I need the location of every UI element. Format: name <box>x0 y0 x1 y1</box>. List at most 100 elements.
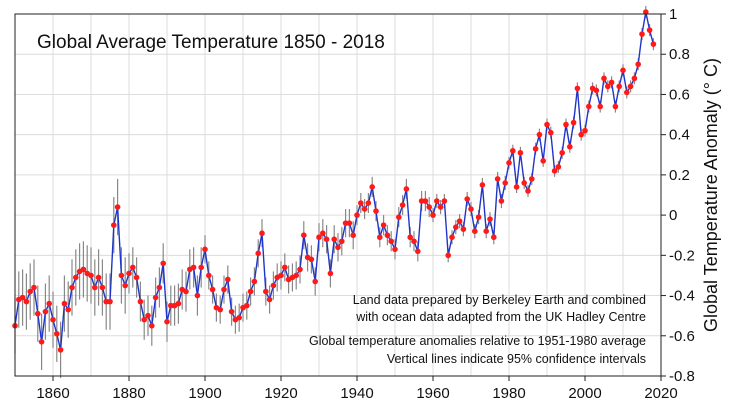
data-point <box>574 85 581 92</box>
data-point <box>388 238 395 245</box>
data-point <box>206 272 212 279</box>
data-point <box>635 61 641 68</box>
data-point <box>650 41 657 47</box>
y-tick-label: 0.6 <box>669 86 690 103</box>
data-point <box>631 75 638 82</box>
data-point <box>624 89 630 96</box>
x-tick-label: 1960 <box>416 385 449 400</box>
data-point <box>278 272 284 279</box>
data-point <box>532 145 539 152</box>
data-point <box>293 272 300 279</box>
data-point <box>149 322 155 329</box>
data-point <box>639 31 645 37</box>
data-point <box>437 204 444 210</box>
data-point <box>114 204 121 210</box>
data-point <box>582 127 588 134</box>
data-point <box>335 244 341 251</box>
data-point <box>259 230 265 237</box>
data-point <box>190 264 197 271</box>
data-point <box>407 234 414 241</box>
y-tick-label: 0.2 <box>669 167 690 184</box>
note-source-line-2: with ocean data adapted from the UK Hadl… <box>355 310 646 324</box>
data-point <box>529 176 535 182</box>
note-confidence: Vertical lines indicate 95% confidence i… <box>387 352 646 366</box>
data-point <box>620 67 626 74</box>
data-point <box>567 143 573 150</box>
data-point <box>441 198 448 204</box>
plot-frame <box>14 13 662 377</box>
data-point <box>491 234 497 241</box>
x-tick-label: 1900 <box>188 385 221 400</box>
data-point <box>133 274 140 281</box>
data-point <box>156 284 163 291</box>
data-point <box>597 103 603 110</box>
data-point <box>247 288 254 295</box>
data-point <box>42 308 49 315</box>
data-point <box>69 284 75 291</box>
data-point <box>643 9 649 15</box>
data-point <box>141 316 147 323</box>
data-point <box>494 176 501 182</box>
data-point <box>61 300 68 307</box>
data-point <box>152 294 159 301</box>
data-point <box>449 234 455 241</box>
data-point <box>498 198 505 204</box>
data-point <box>548 129 554 136</box>
data-point <box>255 250 261 257</box>
data-point <box>487 216 493 222</box>
x-tick-label: 2020 <box>644 385 677 400</box>
data-point <box>593 87 600 94</box>
data-point <box>605 83 611 90</box>
x-tick-label: 1980 <box>492 385 525 400</box>
y-tick-label: -0.8 <box>669 368 695 385</box>
data-point <box>130 264 136 271</box>
data-point <box>88 272 94 279</box>
data-point <box>544 121 550 128</box>
data-point <box>510 147 516 154</box>
data-point <box>160 260 166 267</box>
data-point <box>646 27 653 33</box>
data-point <box>377 234 383 241</box>
data-point <box>361 206 368 212</box>
data-point <box>570 119 577 126</box>
y-tick-label: -0.6 <box>669 328 695 345</box>
data-point <box>513 184 520 190</box>
y-tick-label: -0.4 <box>669 288 695 305</box>
y-tick-label: 0 <box>669 207 677 224</box>
data-point <box>339 238 345 245</box>
data-point <box>392 246 398 253</box>
data-point <box>403 186 410 192</box>
data-point <box>434 198 440 204</box>
note-source-line-1: Land data prepared by Berkeley Earth and… <box>353 293 646 307</box>
data-point <box>164 318 170 325</box>
y-tick-label: -0.2 <box>669 247 695 264</box>
data-point <box>396 214 402 220</box>
data-point <box>183 288 189 295</box>
data-point <box>31 284 37 291</box>
x-tick-label: 2000 <box>568 385 601 400</box>
data-point <box>266 296 273 303</box>
data-point <box>327 270 334 277</box>
data-point <box>38 339 45 345</box>
data-point <box>445 252 452 259</box>
chart-title: Global Average Temperature 1850 - 2018 <box>37 32 385 53</box>
data-point <box>320 230 326 237</box>
data-point <box>118 272 125 279</box>
data-point <box>540 158 546 164</box>
data-point <box>627 83 634 90</box>
data-point <box>456 218 463 224</box>
data-point <box>202 246 208 253</box>
data-point <box>244 302 250 309</box>
data-point <box>475 214 482 220</box>
data-point <box>411 238 417 245</box>
data-point <box>426 204 433 210</box>
data-point <box>312 278 319 285</box>
data-point <box>46 300 52 307</box>
data-point <box>468 206 474 212</box>
data-point <box>586 103 592 110</box>
x-tick-label: 1860 <box>36 385 69 400</box>
data-point <box>365 200 372 206</box>
data-point <box>297 266 303 273</box>
